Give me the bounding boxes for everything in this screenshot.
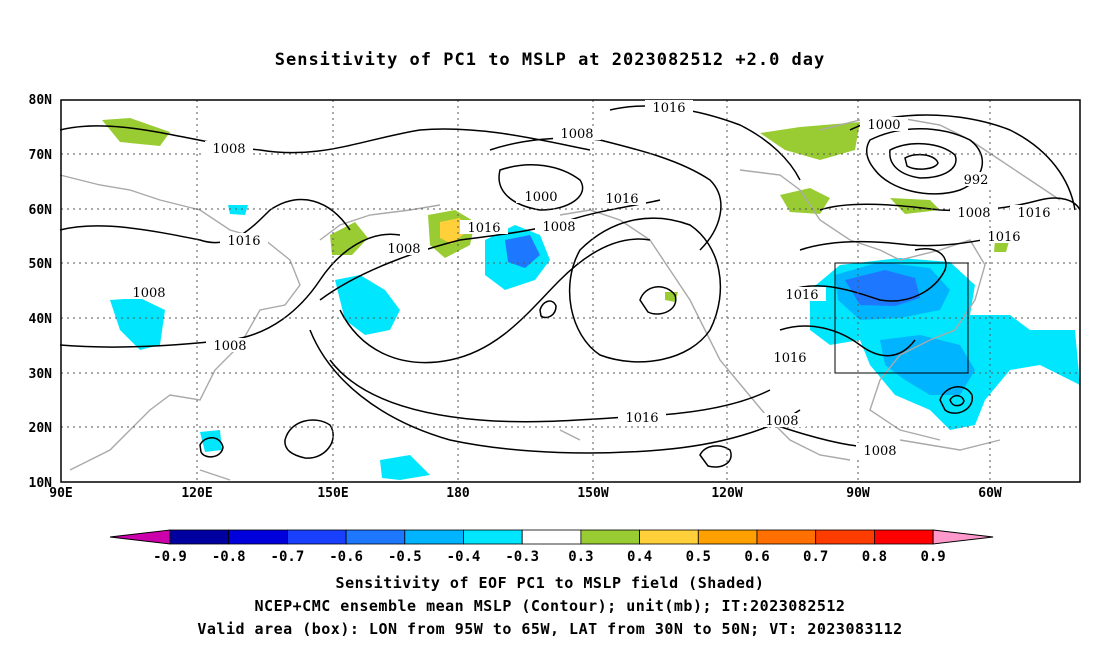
colorbar-tick-label: -0.3 (505, 549, 539, 565)
shade-cyan-asia (110, 298, 165, 350)
colorbar-box (228, 529, 288, 545)
colorbar-box (169, 529, 230, 545)
colorbar-tick-label: -0.9 (153, 549, 187, 565)
shade-cyan-trop (380, 455, 430, 480)
colorbar-box (345, 529, 406, 545)
lat-label: 70N (29, 148, 53, 163)
colorbar-tick-label: -0.5 (388, 549, 422, 565)
lat-label: 40N (29, 312, 53, 327)
lon-label: 120E (181, 486, 212, 501)
colorbar-labels: -0.9 -0.8 -0.7 -0.6 -0.5 -0.4 -0.3 0.3 0.4 0.5 0.6… (153, 549, 946, 565)
lon-label: 90E (49, 486, 72, 501)
colorbar-box (463, 529, 523, 545)
contour-label: 1008 (213, 339, 246, 354)
lon-label: 150W (577, 486, 608, 501)
shade-green-north2 (760, 122, 860, 160)
lat-label: 20N (29, 421, 53, 436)
colorbar-tick-label: 0.4 (627, 549, 652, 565)
caption-contour: NCEP+CMC ensemble mean MSLP (Contour); u… (254, 597, 846, 615)
colorbar-end-max (932, 529, 994, 545)
colorbar-tick-label: 0.9 (920, 549, 945, 565)
colorbar-tick-label: -0.6 (329, 549, 363, 565)
contour-label: 1000 (867, 118, 900, 133)
contour-label: 1016 (467, 221, 500, 236)
shade-green-sea (330, 222, 368, 255)
contour-label: 1016 (987, 230, 1020, 245)
colorbar-box (815, 529, 875, 545)
colorbar-box (874, 529, 934, 545)
shade-cyan-small2 (200, 430, 222, 452)
lon-label: 180 (446, 486, 470, 501)
lat-label: 80N (29, 93, 53, 108)
lon-axis-labels: 90E 120E 150E 180 150W 120W 90W 60W (49, 486, 1002, 501)
colorbar-box (521, 529, 582, 545)
shade-darkblue-eastus (845, 270, 920, 306)
colorbar-tick-label: -0.4 (447, 549, 481, 565)
colorbar-tick-label: 0.5 (686, 549, 711, 565)
contour-label: 992 (964, 173, 989, 188)
shade-green-canada (780, 188, 830, 214)
shade-cyan-small1 (228, 205, 248, 215)
contour-label: 1008 (560, 127, 593, 142)
colorbar-tick-label: 0.8 (862, 549, 887, 565)
lat-label: 10N (29, 476, 53, 491)
contour-label: 1008 (863, 444, 896, 459)
contour-label: 1008 (542, 220, 575, 235)
contour-label: 1016 (1017, 206, 1050, 221)
contour-label: 1008 (957, 206, 990, 221)
colorbar-tick-label: -0.7 (271, 549, 305, 565)
lon-label: 60W (978, 486, 1002, 501)
contour-label: 1016 (625, 411, 658, 426)
contour-label: 1016 (605, 192, 638, 207)
valid-area-box (834, 262, 969, 374)
lon-label: 90W (846, 486, 870, 501)
contour-label: 1008 (132, 286, 165, 301)
contour-label: 1008 (212, 142, 245, 157)
contour-label: 1016 (773, 351, 806, 366)
shade-green-green (890, 198, 940, 214)
colorbar-tick-label: 0.6 (744, 549, 769, 565)
shaded-regions (102, 118, 1080, 480)
lat-axis-labels: 80N 70N 60N 50N 40N 30N 20N 10N (29, 93, 53, 491)
lat-label: 60N (29, 203, 53, 218)
shade-cyan-pac1 (335, 275, 400, 335)
shade-green-north1 (102, 118, 170, 146)
caption-valid-area: Valid area (box): LON from 95W to 65W, L… (197, 620, 903, 638)
colorbar-box (580, 529, 641, 545)
colorbar (109, 529, 994, 545)
contour-label: 1016 (785, 288, 818, 303)
map-frame (60, 99, 1081, 483)
contour-labels: 1016 1008 1000 1016 1008 1016 1008 1000 … (125, 100, 1058, 459)
lat-label: 30N (29, 367, 53, 382)
colorbar-end-min (109, 529, 171, 545)
contour-label: 1000 (524, 190, 557, 205)
contour-label: 1016 (227, 234, 260, 249)
colorbar-box (756, 529, 817, 545)
colorbar-tick-label: 0.3 (568, 549, 593, 565)
colorbar-box (286, 529, 347, 545)
shade-blue-pac2 (505, 235, 540, 268)
colorbar-tick-label: 0.7 (803, 549, 828, 565)
contour-label: 1008 (765, 414, 798, 429)
contour-label: 1016 (652, 101, 685, 116)
caption-shaded: Sensitivity of EOF PC1 to MSLP field (Sh… (335, 574, 765, 592)
lon-label: 120W (711, 486, 742, 501)
lon-label: 150E (317, 486, 348, 501)
map-title: Sensitivity of PC1 to MSLP at 2023082512… (274, 50, 826, 70)
lat-label: 50N (29, 257, 53, 272)
contour-label: 1008 (387, 242, 420, 257)
colorbar-box (639, 529, 699, 545)
colorbar-box (697, 529, 758, 545)
colorbar-tick-label: -0.8 (212, 549, 246, 565)
colorbar-box (404, 529, 464, 545)
shade-yellow-kam (440, 218, 466, 244)
